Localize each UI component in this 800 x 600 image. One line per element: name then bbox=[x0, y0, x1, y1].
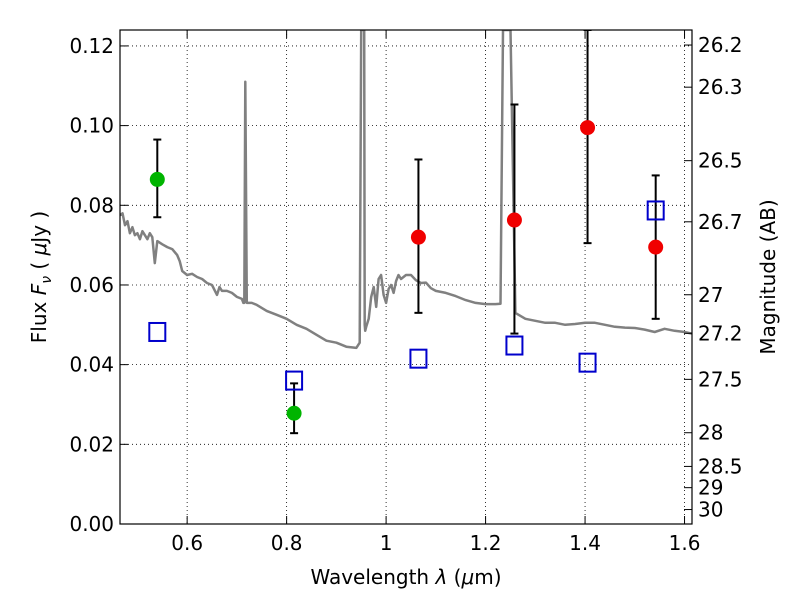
y-axis-title: Flux Fν ( μJy ) bbox=[27, 211, 55, 343]
y-tick-label: 0.02 bbox=[69, 432, 114, 456]
model-band-marker bbox=[285, 370, 304, 391]
axes-frame bbox=[119, 29, 693, 525]
model-band-marker bbox=[578, 352, 597, 373]
data-point bbox=[410, 229, 426, 245]
y2-tick-label: 26.3 bbox=[698, 75, 743, 99]
x-tick-label: 1.6 bbox=[669, 531, 701, 555]
y-tick-label: 0.04 bbox=[69, 353, 114, 377]
y-tick-label: 0.06 bbox=[69, 273, 114, 297]
y2-tick-label: 29 bbox=[698, 476, 723, 500]
x-axis-title: Wavelength λ (μm) bbox=[310, 565, 501, 589]
data-point bbox=[580, 120, 596, 136]
grid-lines bbox=[120, 30, 692, 524]
y-tick-label: 0.12 bbox=[69, 34, 114, 58]
y-tick-label: 0.00 bbox=[69, 512, 114, 536]
plot-area bbox=[120, 30, 692, 435]
y-tick-label: 0.10 bbox=[69, 114, 114, 138]
x-tick-label: 1 bbox=[380, 531, 393, 555]
x-tick-label: 1.4 bbox=[569, 531, 601, 555]
y2-tick-label: 26.2 bbox=[698, 33, 743, 57]
sed-model-line bbox=[120, 30, 692, 350]
y2-tick-label: 26.5 bbox=[698, 149, 743, 173]
data-point bbox=[506, 212, 522, 228]
y2-tick-label: 27.5 bbox=[698, 367, 743, 391]
x-tick-label: 0.6 bbox=[171, 531, 203, 555]
y2-tick-label: 28 bbox=[698, 421, 723, 445]
y2-tick-label: 28.5 bbox=[698, 454, 743, 478]
x-tick-label: 0.8 bbox=[271, 531, 303, 555]
y2-tick-label: 30 bbox=[698, 498, 723, 522]
y2-axis-title: Magnitude (AB) bbox=[756, 199, 780, 354]
model-band-marker bbox=[505, 335, 524, 356]
model-band-marker bbox=[148, 321, 167, 342]
model-band-marker bbox=[646, 200, 665, 221]
y2-tick-label: 27.2 bbox=[698, 321, 743, 345]
data-point bbox=[648, 239, 664, 255]
y2-tick-label: 26.7 bbox=[698, 210, 743, 234]
data-point bbox=[149, 171, 165, 187]
model-band-marker bbox=[409, 348, 428, 369]
y2-tick-label: 27 bbox=[698, 283, 723, 307]
y-tick-label: 0.08 bbox=[69, 193, 114, 217]
axis-ticks: 0.6 0.8 1 1.2 1.4 1.6 0.00 0.02 0.04 0.06 0.08 0.10… bbox=[69, 30, 743, 555]
x-tick-label: 1.2 bbox=[470, 531, 502, 555]
data-point bbox=[286, 405, 302, 421]
